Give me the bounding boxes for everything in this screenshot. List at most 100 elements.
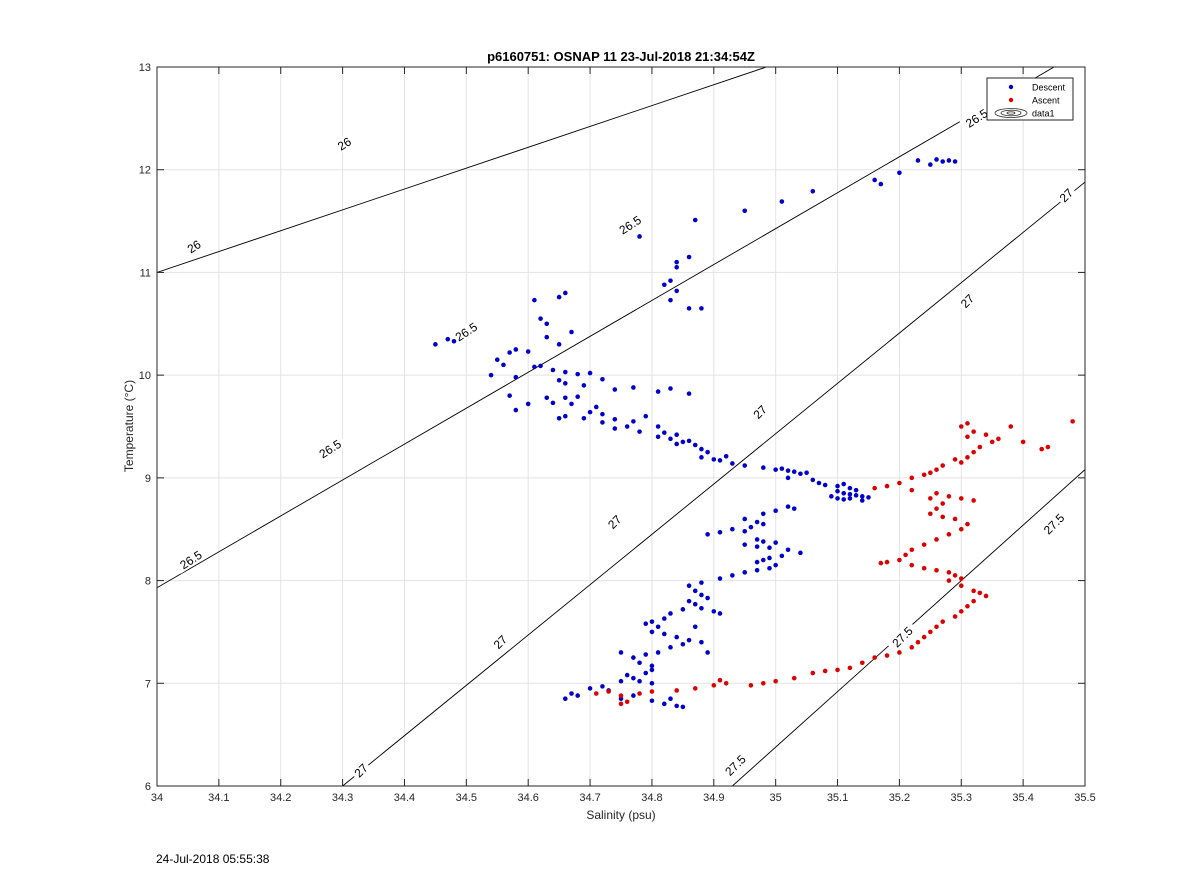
descent-point <box>717 611 723 616</box>
density-contours: 262626.526.526.526.526.527272727272727.5… <box>157 67 1085 786</box>
ascent-point <box>971 429 976 434</box>
descent-point <box>680 704 686 710</box>
descent-point <box>544 321 550 327</box>
descent-point <box>637 234 642 239</box>
contour-label-text: 26 <box>185 237 204 256</box>
y-tick-label: 6 <box>145 781 151 793</box>
contour-label-bg <box>603 510 626 533</box>
ascent-point <box>909 475 915 481</box>
ascent-point <box>934 490 939 496</box>
descent-point <box>934 157 939 162</box>
descent-point <box>779 553 785 559</box>
descent-point <box>563 381 568 386</box>
descent-point <box>674 288 679 294</box>
descent-point <box>563 290 568 296</box>
descent-point <box>674 432 679 438</box>
ascent-point <box>934 624 939 630</box>
ascent-point <box>878 560 884 566</box>
x-tick-label: 35.2 <box>889 792 910 804</box>
descent-point <box>680 641 686 647</box>
y-tick-label: 10 <box>139 370 151 382</box>
descent-point <box>859 494 865 499</box>
descent-point <box>525 349 531 354</box>
descent-point <box>649 680 655 686</box>
descent-point <box>717 529 723 535</box>
descent-point <box>705 532 710 537</box>
ascent-point <box>909 487 915 493</box>
descent-point <box>532 364 537 370</box>
x-tick-label: 35.1 <box>827 792 848 804</box>
descent-point <box>692 601 698 607</box>
descent-point <box>563 696 568 701</box>
plot-area-frame <box>156 66 1086 787</box>
descent-point <box>748 524 754 530</box>
descent-point <box>773 467 778 472</box>
ascent-point <box>934 568 939 573</box>
descent-point <box>822 482 828 488</box>
descent-point <box>940 159 946 164</box>
descent-point <box>581 415 587 421</box>
ascent-point <box>940 463 946 468</box>
descent-point <box>699 446 704 452</box>
descent-point <box>853 487 859 493</box>
descent-point <box>785 504 791 509</box>
descent-point <box>550 400 556 406</box>
ascent-point <box>996 436 1001 442</box>
descent-point <box>692 442 698 448</box>
footer-timestamp: 24-Jul-2018 05:55:38 <box>156 852 270 866</box>
descent-point <box>686 306 692 311</box>
descent-point <box>785 547 791 553</box>
contour-label-text: 27 <box>351 761 371 781</box>
descent-point <box>779 466 785 471</box>
descent-point <box>711 457 717 462</box>
descent-point <box>631 385 636 390</box>
descent-point <box>674 259 679 265</box>
chart-title: p6160751: OSNAP 11 23-Jul-2018 21:34:54Z <box>487 49 755 64</box>
descent-point <box>612 387 618 392</box>
descent-point <box>791 469 797 474</box>
descent-point <box>600 411 605 417</box>
ascent-point <box>958 424 964 429</box>
descent-point <box>575 693 580 698</box>
descent-point <box>593 404 599 410</box>
descent-point <box>946 158 952 163</box>
ascent-point <box>971 498 976 503</box>
ascent-point <box>965 521 970 527</box>
descent-point <box>841 490 847 496</box>
y-tick-label: 7 <box>145 678 151 690</box>
ascent-point <box>649 689 655 694</box>
descent-point <box>451 338 457 344</box>
descent-point <box>730 526 735 532</box>
y-tick-label: 13 <box>139 62 151 74</box>
descent-point <box>538 316 543 321</box>
descent-point <box>662 282 667 288</box>
legend-marker-ascent <box>1008 97 1014 103</box>
descent-point <box>624 672 630 678</box>
ascent-point <box>977 590 983 596</box>
descent-point <box>668 611 673 616</box>
contour-label-text: 27 <box>751 402 771 422</box>
descent-point <box>662 631 667 637</box>
descent-point <box>699 306 704 311</box>
ascent-point <box>884 559 890 565</box>
contour-label-bg <box>719 749 752 782</box>
descent-point <box>643 652 649 657</box>
ascent-point <box>1070 419 1075 424</box>
ascent-point <box>965 421 970 426</box>
descent-point <box>525 401 531 407</box>
descent-point <box>631 675 636 681</box>
contour-label-bg <box>1037 507 1070 540</box>
ascent-point <box>1008 424 1014 429</box>
descent-point <box>699 639 704 645</box>
descent-point <box>699 592 704 598</box>
descent-point <box>928 162 933 167</box>
x-tick-label: 34.9 <box>703 792 724 804</box>
descent-point <box>859 498 865 503</box>
ascent-point <box>958 576 964 581</box>
x-tick-label: 34 <box>151 792 163 804</box>
descent-point <box>872 177 877 183</box>
grid <box>156 66 1086 787</box>
x-axis-label: Salinity (psu) <box>586 808 655 822</box>
descent-point <box>767 565 772 571</box>
